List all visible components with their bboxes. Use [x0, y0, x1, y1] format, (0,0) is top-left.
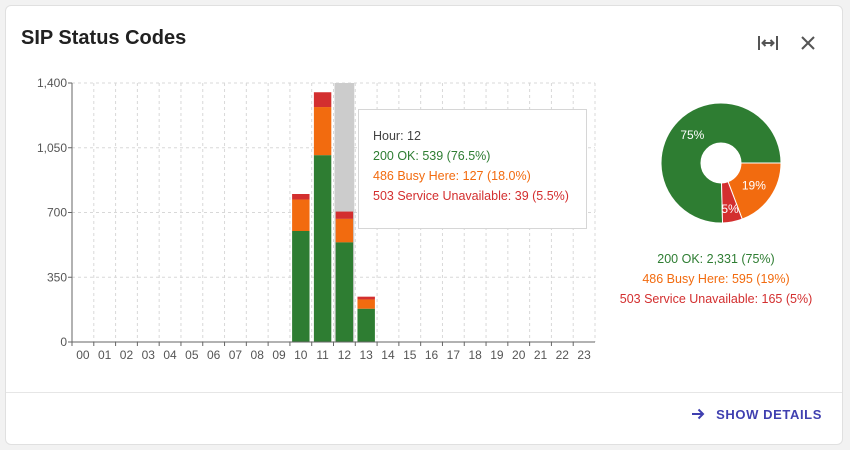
x-tick-label-11: 11 [316, 348, 329, 362]
x-tick-label-22: 22 [556, 348, 570, 362]
bar-segment-13-0[interactable] [357, 308, 375, 342]
bar-segment-13-2[interactable] [357, 296, 375, 300]
x-tick-label-14: 14 [381, 348, 395, 362]
tooltip-hour: Hour: 12 [373, 129, 421, 143]
x-tick-label-12: 12 [338, 348, 352, 362]
pie-legend: 200 OK: 2,331 (75%) 486 Busy Here: 595 (… [596, 249, 836, 309]
x-tick-label-21: 21 [534, 348, 548, 362]
x-tick-label-08: 08 [251, 348, 265, 362]
x-tick-label-18: 18 [468, 348, 482, 362]
tooltip-line-busy: 486 Busy Here: 127 (18.0%) [373, 169, 531, 183]
pie-slice-2[interactable] [721, 181, 743, 224]
tooltip-line-ok: 200 OK: 539 (76.5%) [373, 149, 491, 163]
x-tick-label-02: 02 [120, 348, 134, 362]
show-details-button[interactable]: SHOW DETAILS [690, 406, 822, 422]
arrow-right-icon [692, 408, 705, 420]
x-tick-label-05: 05 [185, 348, 199, 362]
pie-slice-1[interactable] [727, 162, 782, 220]
y-tick-label: 350 [47, 270, 67, 284]
x-tick-label-06: 06 [207, 348, 221, 362]
bar-segment-11-1[interactable] [313, 107, 332, 156]
bar-segment-12-1[interactable] [335, 218, 354, 243]
x-tick-label-17: 17 [447, 348, 461, 362]
card-title: SIP Status Codes [21, 27, 187, 49]
bar-segment-10-1[interactable] [292, 199, 310, 231]
sip-status-card: SIP Status Codes 0 350 700 1,050 1,400 00 01 02… [5, 5, 843, 445]
bar-segment-13-1[interactable] [357, 299, 375, 309]
x-tick-label-03: 03 [142, 348, 156, 362]
chart-tooltip: Hour: 12 200 OK: 539 (76.5%) 486 Busy He… [358, 109, 587, 229]
y-tick-label: 700 [47, 206, 67, 220]
x-tick-label-13: 13 [360, 348, 374, 362]
show-details-label: SHOW DETAILS [716, 406, 822, 422]
bar-segment-11-0[interactable] [313, 155, 332, 342]
y-tick-label: 0 [60, 335, 67, 349]
bar-segment-10-2[interactable] [292, 194, 310, 200]
legend-busy: 486 Busy Here: 595 (19%) [642, 272, 790, 286]
y-tick-label: 1,400 [37, 76, 67, 90]
x-tick-label-23: 23 [577, 348, 591, 362]
legend-ok: 200 OK: 2,331 (75%) [657, 252, 775, 266]
x-tick-label-00: 00 [76, 348, 90, 362]
tooltip-line-unavailable: 503 Service Unavailable: 39 (5.5%) [373, 189, 569, 203]
card-divider [6, 392, 842, 393]
x-tick-label-09: 09 [272, 348, 286, 362]
x-tick-label-15: 15 [403, 348, 417, 362]
x-tick-label-04: 04 [163, 348, 177, 362]
bar-segment-10-0[interactable] [292, 231, 310, 342]
x-tick-label-16: 16 [425, 348, 439, 362]
pie-label-0: 75% [680, 128, 704, 142]
x-tick-label-20: 20 [512, 348, 526, 362]
x-tick-label-01: 01 [98, 348, 112, 362]
x-tick-label-07: 07 [229, 348, 243, 362]
x-tick-label-19: 19 [490, 348, 504, 362]
y-tick-label: 1,050 [37, 141, 67, 155]
pie-label-2: 5% [721, 202, 739, 216]
legend-unavailable: 503 Service Unavailable: 165 (5%) [619, 292, 813, 306]
pie-slice-0[interactable] [660, 102, 782, 224]
bar-segment-11-2[interactable] [313, 92, 332, 108]
bar-segment-12-0[interactable] [335, 242, 354, 342]
close-icon[interactable] [796, 31, 820, 55]
expand-horizontal-icon[interactable] [756, 31, 780, 55]
pie-label-1: 19% [742, 179, 766, 193]
bar-segment-12-2[interactable] [335, 211, 354, 219]
x-tick-label-10: 10 [294, 348, 308, 362]
